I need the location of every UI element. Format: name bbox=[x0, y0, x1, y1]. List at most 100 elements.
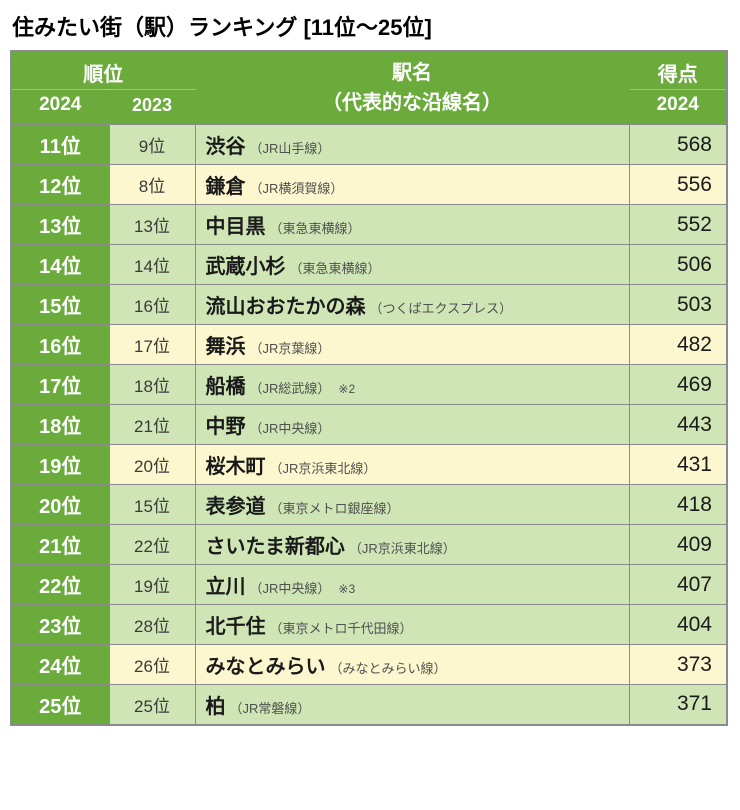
cell-score: 407 bbox=[629, 565, 727, 605]
cell-rank-2024: 18位 bbox=[11, 405, 109, 445]
station-note: ※3 bbox=[338, 582, 355, 596]
col-station: 駅名（代表的な沿線名） bbox=[195, 51, 629, 125]
station-line: （東急東横線） bbox=[290, 261, 381, 276]
table-body: 11位9位渋谷（JR山手線）56812位8位鎌倉（JR横須賀線）55613位13… bbox=[11, 125, 727, 725]
table-row: 21位22位さいたま新都心（JR京浜東北線）409 bbox=[11, 525, 727, 565]
cell-station: 船橋 （JR総武線） ※2 bbox=[195, 365, 629, 405]
cell-rank-2023: 20位 bbox=[109, 445, 195, 485]
table-row: 15位16位流山おおたかの森 （つくばエクスプレス） 503 bbox=[11, 285, 727, 325]
table-row: 20位15位表参道 （東京メトロ銀座線） 418 bbox=[11, 485, 727, 525]
col-rank-2024: 2024 bbox=[11, 90, 109, 125]
cell-rank-2024: 13位 bbox=[11, 205, 109, 245]
cell-score: 482 bbox=[629, 325, 727, 365]
cell-score: 431 bbox=[629, 445, 727, 485]
table-row: 16位17位舞浜 （JR京葉線） 482 bbox=[11, 325, 727, 365]
station-name: 船橋 bbox=[206, 376, 246, 398]
cell-rank-2023: 25位 bbox=[109, 685, 195, 725]
station-line: （東急東横線） bbox=[270, 221, 361, 236]
cell-rank-2023: 28位 bbox=[109, 605, 195, 645]
station-line: （JR山手線） bbox=[250, 141, 331, 156]
page-title: 住みたい街（駅）ランキング [11位～25位] bbox=[12, 10, 730, 42]
table-header: 順位 駅名（代表的な沿線名） 得点 2024 2023 2024 bbox=[11, 51, 727, 125]
station-name: 立川 bbox=[206, 576, 246, 598]
table-row: 22位19位立川（JR中央線）※3407 bbox=[11, 565, 727, 605]
cell-rank-2024: 11位 bbox=[11, 125, 109, 165]
station-name: 流山おおたかの森 bbox=[206, 296, 366, 318]
station-name: 舞浜 bbox=[206, 336, 246, 358]
cell-score: 556 bbox=[629, 165, 727, 205]
station-name: みなとみらい bbox=[206, 656, 326, 678]
cell-rank-2024: 15位 bbox=[11, 285, 109, 325]
station-line: （JR京葉線） bbox=[250, 341, 331, 356]
cell-station: 流山おおたかの森 （つくばエクスプレス） bbox=[195, 285, 629, 325]
cell-rank-2023: 15位 bbox=[109, 485, 195, 525]
cell-score: 443 bbox=[629, 405, 727, 445]
cell-station: 柏 （JR常磐線） bbox=[195, 685, 629, 725]
cell-rank-2023: 16位 bbox=[109, 285, 195, 325]
station-name: 北千住 bbox=[206, 616, 266, 638]
cell-rank-2024: 19位 bbox=[11, 445, 109, 485]
cell-rank-2023: 18位 bbox=[109, 365, 195, 405]
station-line: （JR中央線） bbox=[250, 581, 331, 596]
cell-score: 409 bbox=[629, 525, 727, 565]
station-name: 桜木町 bbox=[206, 456, 266, 478]
table-row: 11位9位渋谷（JR山手線）568 bbox=[11, 125, 727, 165]
table-row: 12位8位鎌倉（JR横須賀線）556 bbox=[11, 165, 727, 205]
cell-score: 373 bbox=[629, 645, 727, 685]
cell-rank-2024: 17位 bbox=[11, 365, 109, 405]
cell-rank-2024: 24位 bbox=[11, 645, 109, 685]
cell-rank-2024: 16位 bbox=[11, 325, 109, 365]
cell-score: 503 bbox=[629, 285, 727, 325]
cell-station: 中目黒（東急東横線） bbox=[195, 205, 629, 245]
col-score-group: 得点 bbox=[629, 51, 727, 90]
cell-station: さいたま新都心（JR京浜東北線） bbox=[195, 525, 629, 565]
cell-rank-2024: 21位 bbox=[11, 525, 109, 565]
cell-score: 568 bbox=[629, 125, 727, 165]
cell-station: 舞浜 （JR京葉線） bbox=[195, 325, 629, 365]
station-note: ※2 bbox=[338, 382, 355, 396]
cell-rank-2023: 14位 bbox=[109, 245, 195, 285]
station-name: 柏 bbox=[206, 696, 226, 718]
station-line: （東京メトロ銀座線） bbox=[270, 501, 400, 516]
cell-score: 404 bbox=[629, 605, 727, 645]
cell-rank-2023: 8位 bbox=[109, 165, 195, 205]
station-line: （JR総武線） bbox=[250, 381, 331, 396]
cell-rank-2024: 22位 bbox=[11, 565, 109, 605]
cell-score: 469 bbox=[629, 365, 727, 405]
cell-rank-2023: 22位 bbox=[109, 525, 195, 565]
cell-rank-2024: 20位 bbox=[11, 485, 109, 525]
station-name: 武蔵小杉 bbox=[206, 256, 286, 278]
table-row: 14位14位武蔵小杉（東急東横線）506 bbox=[11, 245, 727, 285]
cell-rank-2023: 17位 bbox=[109, 325, 195, 365]
table-row: 18位21位中野（JR中央線）443 bbox=[11, 405, 727, 445]
cell-station: 桜木町（JR京浜東北線） bbox=[195, 445, 629, 485]
cell-rank-2023: 26位 bbox=[109, 645, 195, 685]
cell-station: 鎌倉（JR横須賀線） bbox=[195, 165, 629, 205]
station-name: 渋谷 bbox=[206, 136, 246, 158]
station-line: （JR常磐線） bbox=[230, 701, 311, 716]
table-row: 17位18位船橋 （JR総武線） ※2 469 bbox=[11, 365, 727, 405]
cell-rank-2024: 12位 bbox=[11, 165, 109, 205]
cell-score: 371 bbox=[629, 685, 727, 725]
cell-station: 立川 （JR中央線） ※3 bbox=[195, 565, 629, 605]
station-line: （JR京浜東北線） bbox=[349, 541, 456, 556]
station-line: （東京メトロ千代田線） bbox=[270, 621, 413, 636]
station-line: （みなとみらい線） bbox=[330, 661, 447, 676]
cell-rank-2023: 13位 bbox=[109, 205, 195, 245]
table-row: 19位20位桜木町（JR京浜東北線）431 bbox=[11, 445, 727, 485]
cell-score: 552 bbox=[629, 205, 727, 245]
station-name: 中野 bbox=[206, 416, 246, 438]
station-name: 表参道 bbox=[206, 496, 266, 518]
cell-rank-2024: 25位 bbox=[11, 685, 109, 725]
cell-score: 418 bbox=[629, 485, 727, 525]
station-line: （つくばエクスプレス） bbox=[370, 301, 513, 316]
table-row: 25位25位柏（JR常磐線）371 bbox=[11, 685, 727, 725]
cell-rank-2024: 14位 bbox=[11, 245, 109, 285]
cell-station: 北千住 （東京メトロ千代田線） bbox=[195, 605, 629, 645]
station-line: （JR中央線） bbox=[250, 421, 331, 436]
col-rank-2023: 2023 bbox=[109, 90, 195, 125]
cell-station: 武蔵小杉 （東急東横線） bbox=[195, 245, 629, 285]
col-score-2024: 2024 bbox=[629, 90, 727, 125]
station-line: （JR横須賀線） bbox=[250, 181, 344, 196]
cell-station: 渋谷 （JR山手線） bbox=[195, 125, 629, 165]
